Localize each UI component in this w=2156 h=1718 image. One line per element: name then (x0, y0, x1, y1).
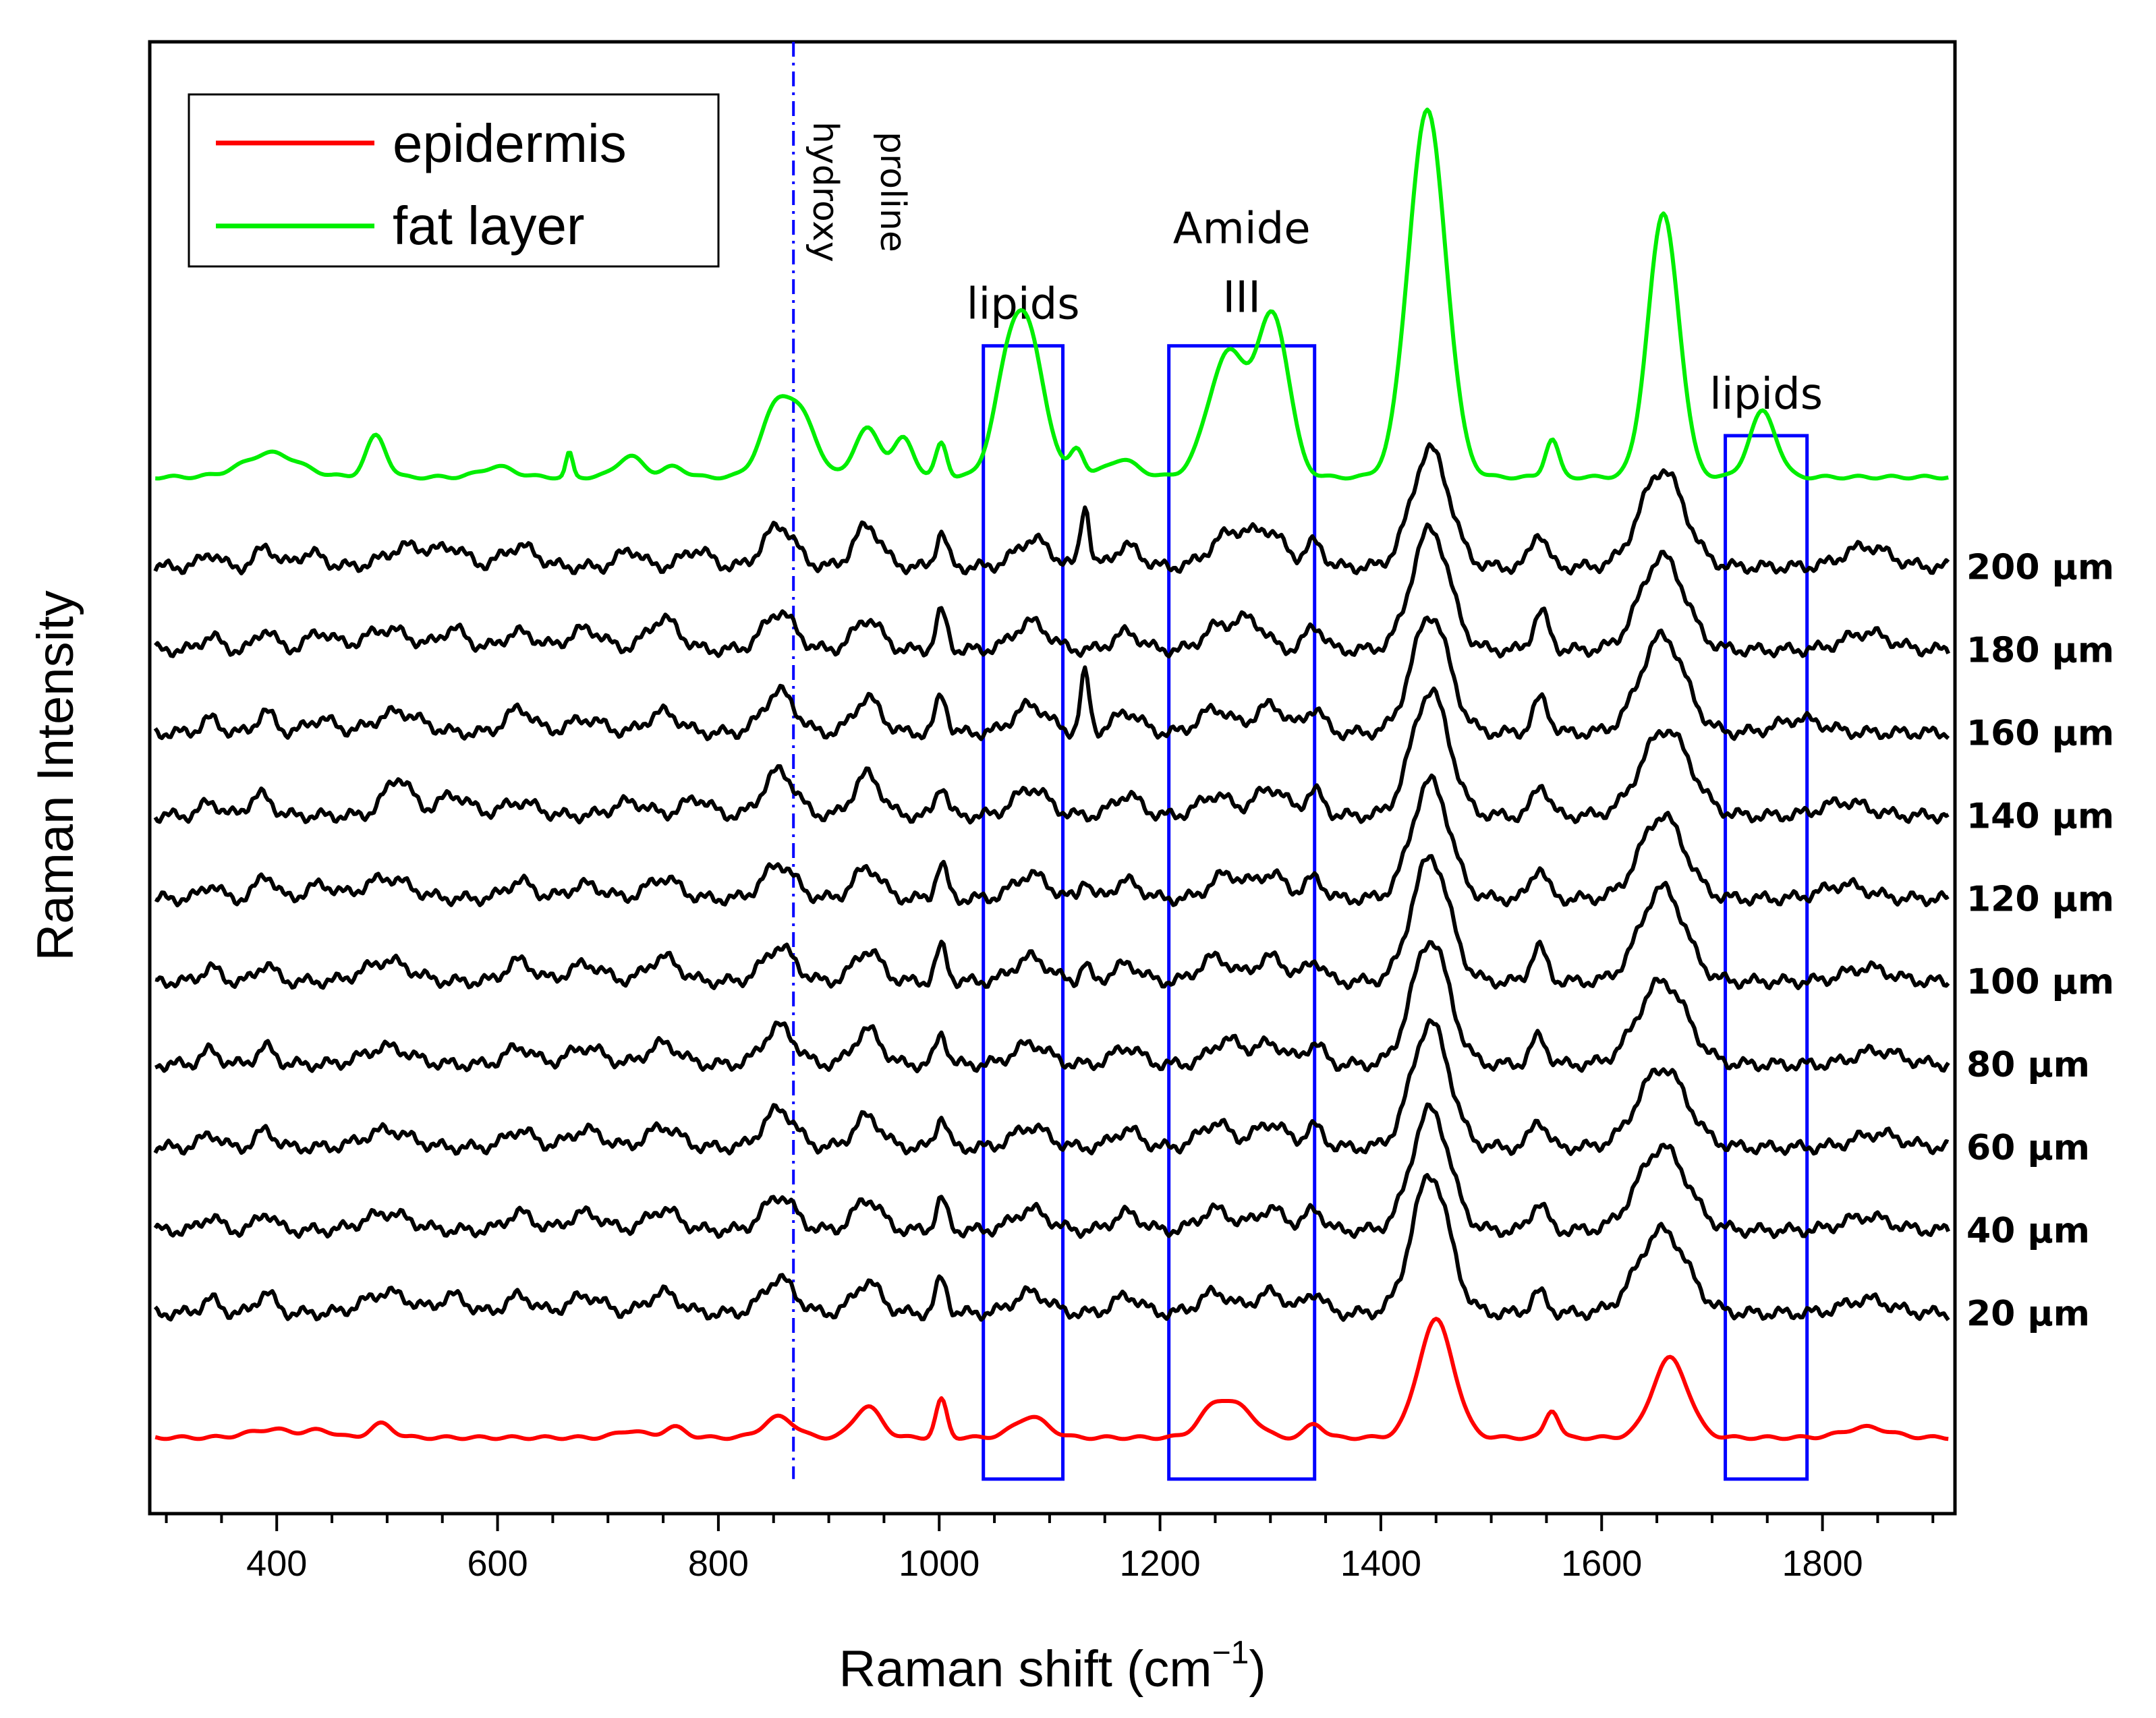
spectrum-line (154, 1317, 1949, 1441)
x-tick-label: 1800 (1782, 1543, 1863, 1584)
x-axis-ticks: 400 600 800 1000 1200 1400 1600 1800 (165, 1514, 1935, 1584)
depth-label: 40 µm (1966, 1211, 2090, 1251)
depth-label: 140 µm (1966, 796, 2114, 836)
x-tick-label: 400 (246, 1543, 307, 1584)
spectrum-line (154, 773, 1950, 908)
region-box (1724, 434, 1809, 1481)
plot-frame (148, 40, 1957, 1516)
spectrum-line (153, 1173, 1950, 1322)
depth-label: 200 µm (1966, 548, 2114, 588)
spectrum-line (155, 107, 1949, 481)
x-axis-title-end: ) (1249, 1640, 1266, 1698)
legend-label-epidermis: epidermis (393, 113, 627, 173)
spectrum-line (154, 854, 1950, 990)
spectra-series (153, 107, 1950, 1441)
spectrum-line (154, 522, 1950, 659)
x-tick-label: 1600 (1561, 1543, 1642, 1584)
depth-label: 60 µm (1966, 1128, 2090, 1168)
depth-label: 100 µm (1966, 962, 2114, 1002)
depth-labels: 200 µm 180 µm 160 µm 140 µm 120 µm 100 µm 80 µ… (1966, 548, 2114, 1334)
x-axis-title: Raman shift (cm−1) (839, 1635, 1266, 1698)
depth-label: 160 µm (1966, 713, 2114, 753)
spectrum-line (153, 615, 1950, 741)
spectrum-line (153, 442, 1950, 576)
x-axis-title-superscript: −1 (1212, 1635, 1249, 1671)
y-axis-title: Raman Intensity (27, 590, 84, 961)
region-label: lipids (967, 280, 1080, 330)
vline-label: hydroxy (805, 121, 845, 262)
spectrum-line (153, 1102, 1950, 1239)
region-label: Amide (1173, 204, 1311, 254)
vline-label: proline (872, 132, 913, 252)
spectrum-line (154, 940, 1950, 1074)
region-box (1167, 344, 1317, 1481)
legend-box (188, 93, 720, 268)
spectrum-line (153, 1018, 1950, 1156)
x-tick-label: 800 (688, 1543, 749, 1584)
depth-label: 20 µm (1966, 1294, 2090, 1334)
depth-label: 180 µm (1966, 630, 2114, 670)
region-box (982, 344, 1065, 1481)
hydroxyproline-marker: hydroxy proline (792, 42, 913, 1479)
depth-label: 120 µm (1966, 879, 2114, 919)
x-tick-label: 1400 (1340, 1543, 1421, 1584)
region-label: III (1222, 273, 1261, 323)
depth-label: 80 µm (1966, 1045, 2090, 1085)
spectrum-line (153, 686, 1950, 825)
legend: epidermis fat layer (188, 93, 720, 268)
x-tick-label: 1200 (1120, 1543, 1201, 1584)
legend-label-fat-layer: fat layer (393, 196, 585, 256)
x-tick-label: 1000 (899, 1543, 980, 1584)
x-tick-label: 600 (467, 1543, 528, 1584)
